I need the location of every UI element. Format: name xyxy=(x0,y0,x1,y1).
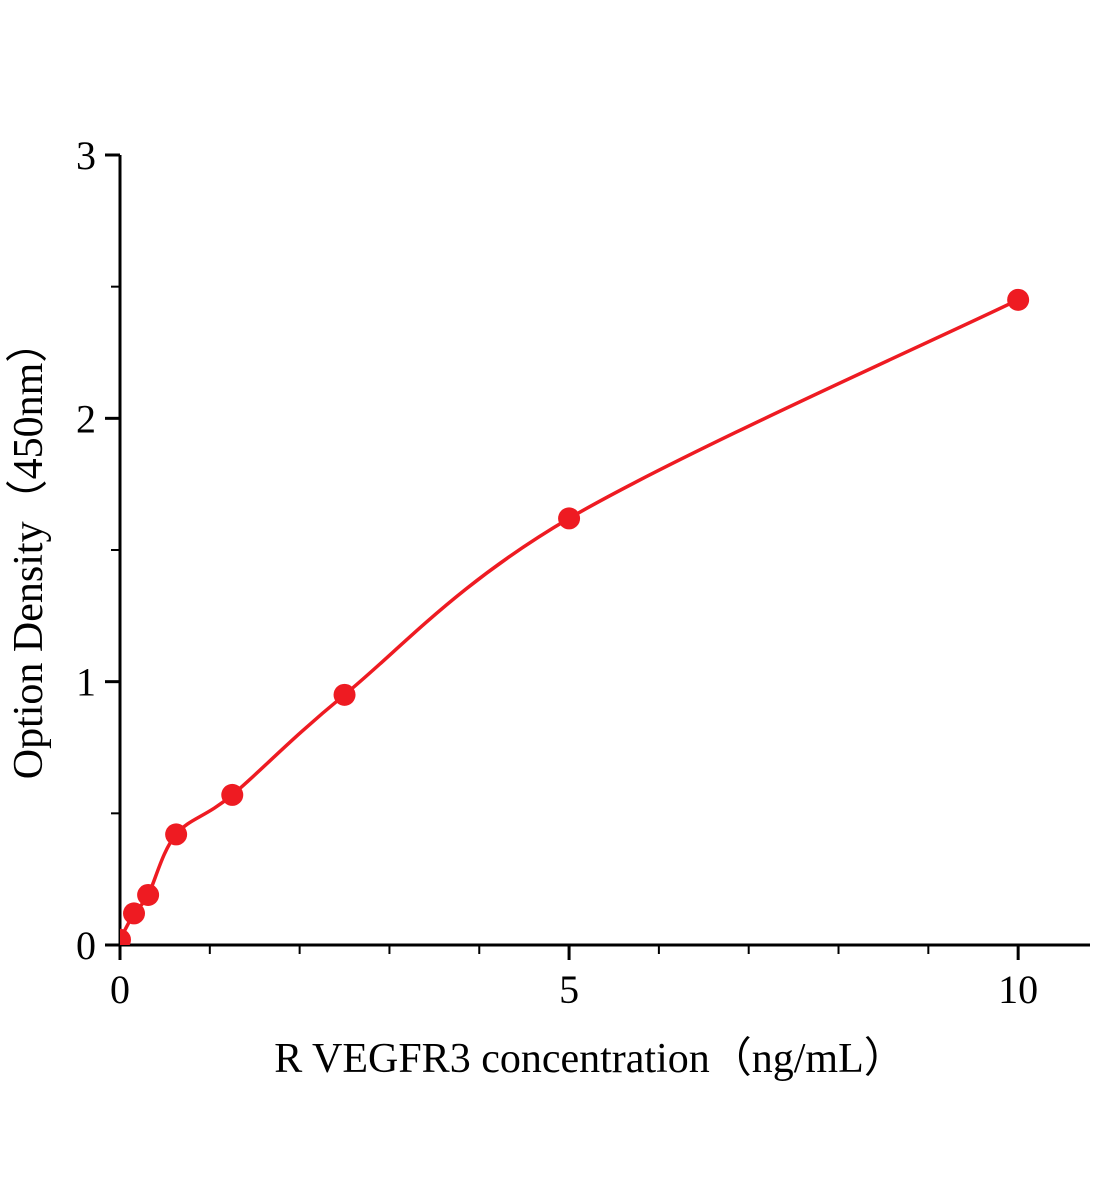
y-tick-label: 0 xyxy=(76,923,96,968)
data-point xyxy=(165,823,188,846)
x-tick-label: 10 xyxy=(998,967,1038,1012)
axis-ticks xyxy=(105,153,1020,960)
fit-curve xyxy=(120,298,1020,942)
y-axis-title: Option Density（450nm） xyxy=(6,321,52,780)
x-tick-label: 5 xyxy=(559,967,579,1012)
data-point xyxy=(1007,288,1030,311)
y-tick-label: 3 xyxy=(76,133,96,178)
data-point xyxy=(123,902,146,925)
data-point xyxy=(221,783,244,806)
y-tick-label: 1 xyxy=(76,660,96,705)
data-point xyxy=(137,883,160,906)
axes xyxy=(118,155,1090,947)
data-series xyxy=(120,288,1030,945)
y-tick-label: 2 xyxy=(76,396,96,441)
x-tick-label: 0 xyxy=(110,967,130,1012)
data-point xyxy=(333,683,356,706)
x-axis-title: R VEGFR3 concentration（ng/mL） xyxy=(274,1036,906,1082)
axis-tick-labels: 0 5 10 0 1 2 3 xyxy=(76,133,1038,1012)
data-point xyxy=(558,507,581,530)
data-point xyxy=(120,928,131,945)
